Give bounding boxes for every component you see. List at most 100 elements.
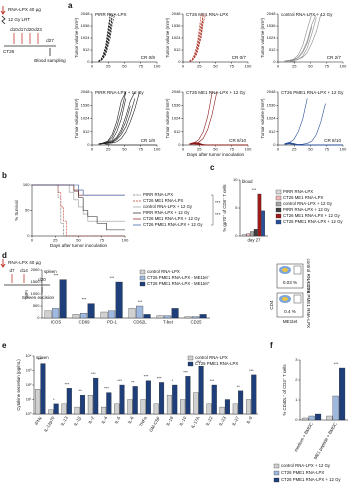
legend-label: PIRR RNA-LPX + 12 Gy [143,210,190,215]
significance: *** [138,299,143,304]
tumor-growth-line [98,106,131,145]
plot-title: CT26 ME1 RNA-LPX [186,12,228,17]
significance: *** [210,378,215,383]
legend-label: PIRR RNA-LPX [143,192,173,197]
y-tick-label: 0 [37,315,40,320]
x-tick-label: 0 [31,238,34,243]
x-tick-label: medium + BMDC [293,422,314,453]
excision-text: Spleen excision [22,295,55,300]
legend-label: CT26 PME1 RNA-LPX - ME1tet⁻ [147,275,210,280]
y-tick-label: 0 [178,142,181,147]
bar [127,399,133,415]
y-tick-label: 0 [27,233,30,238]
injection-icon [0,6,6,15]
legend-swatch [187,361,194,367]
y-tick-label: 512 [83,129,90,134]
x-tick-label: 75 [230,147,235,152]
bar [108,310,116,319]
legend-label: CT26 PME1 RNA-LPX [195,361,238,366]
significance: *** [65,381,70,386]
x-tick-label: IL-22 [205,415,215,427]
bar [128,308,136,319]
x-tick-label: 25 [53,238,58,243]
day-label: d14 [20,268,28,273]
bar [35,389,41,415]
panel-label: d [2,251,7,260]
y-axis-label: Tumor volume (mm³) [260,98,265,139]
legend-label: CT26 ME1 RNA-LPX + 12 Gy [143,216,201,221]
flow-density [282,297,288,301]
significance: * [53,397,55,402]
x-tick-label: TNFα [138,415,148,427]
y-tick-label: 1536 [172,102,182,107]
bar [192,316,200,319]
legend-label: control RNA-LPX [147,269,180,274]
legend-swatch [275,195,282,201]
x-tick-label: CD62L [133,320,147,325]
legend-swatch [275,207,282,213]
y-tick-label: 1024 [172,116,182,121]
y-axis-label: MFI [24,290,29,297]
y-tick-label: 1536 [267,102,277,107]
y-tick-label: 2048 [81,89,91,94]
bar [40,363,46,415]
cr-annotation: CR 8/10 [324,138,341,143]
y-tick-label: 1024 [267,116,277,121]
y-tick-label: 50 [25,208,30,213]
tumor-growth-line [284,98,308,145]
bar [156,315,164,319]
bar [238,390,244,415]
significance: *** [104,386,109,391]
x-tick-label: ICOS [51,320,62,325]
timeline-arrows [11,274,25,283]
panel-label: e [2,341,7,350]
day-label: d23 [34,27,42,32]
tumor-growth-line [189,91,213,145]
bar [159,382,165,415]
bar [153,403,159,415]
legend-swatch [273,463,280,469]
survival-curve [32,184,125,237]
legend-label: CT26 PME1 RNA-LPX - ME1tet⁺ [147,281,210,286]
panel-label: c [210,163,215,172]
bar [242,234,247,237]
x-tick-label: IL-2 [87,415,95,424]
y-tick-label: 2048 [267,89,277,94]
y-tick-label: 10 [233,177,238,182]
tissue-label: spleen [36,355,49,360]
schematic-1: RNA-LPX 40 µg 12 Gy LRT d10 d17 d20 d23 … [0,6,66,63]
y-tick-label: 10³ [26,368,32,373]
bar [257,193,262,237]
x-tick-label: 50 [76,238,81,243]
legend-swatch [187,355,194,361]
x-tick-label: 50 [308,64,313,69]
bar [261,210,265,237]
x-tick-label: 25 [197,64,202,69]
bar [172,384,178,415]
bar [132,386,138,415]
bar [100,311,108,319]
y-tick-label: 10¹ [26,397,32,402]
x-tick-label: 100 [340,64,347,69]
legend-swatch [275,219,282,225]
y-axis-label: Tumor volume (mm³) [165,98,170,139]
x-tick-label: IL-18 [165,415,175,427]
y-tick-label: 1500 [31,279,41,284]
bar [224,399,230,415]
sampling-text: Blood sampling [34,58,66,63]
tumor-growth-line [284,13,313,62]
significance: *** [91,371,96,376]
significance: ** [79,388,83,393]
radiation-icon [1,15,6,25]
bar [115,281,123,319]
y-axis-label: Tumor volume (mm³) [165,17,170,58]
bar [232,403,238,415]
y-tick-label: 0 [273,59,276,64]
y-tick-label: 1536 [172,23,182,28]
bar [114,403,120,415]
x-tick-label: 25 [197,147,202,152]
legend-swatch [273,477,280,483]
y-tick-label: 10⁴ [25,353,31,358]
legend-label: control RNA-LPX + 12 Gy [281,463,331,468]
